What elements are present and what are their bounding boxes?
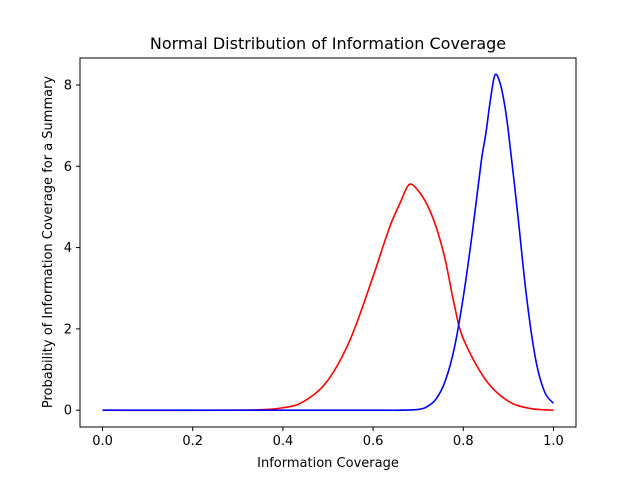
series-line-1 [102, 73, 555, 412]
y-axis-label: Probability of Information Coverage for … [41, 76, 56, 409]
x-tick-label: 0.4 [273, 434, 294, 449]
x-tick-label: 0.8 [453, 434, 474, 449]
x-axis-ticks: 0.0 0.2 0.4 0.6 0.8 1.0 [92, 427, 564, 449]
axes-frame [79, 57, 577, 428]
plot-area [79, 57, 577, 428]
y-axis-ticks: 0 2 4 6 8 [64, 78, 80, 419]
y-tick-label: 4 [64, 241, 72, 256]
x-tick-label: 0.2 [182, 434, 203, 449]
x-tick-label: 0.0 [92, 434, 113, 449]
series-line-0 [102, 183, 554, 412]
y-tick-label: 8 [64, 78, 72, 93]
x-tick-label: 1.0 [543, 434, 564, 449]
y-tick-label: 0 [64, 404, 72, 419]
x-tick-label: 0.6 [363, 434, 384, 449]
x-axis-label: Information Coverage [257, 456, 399, 471]
chart-title: Normal Distribution of Information Cover… [150, 34, 506, 53]
series-layer [102, 73, 555, 412]
y-tick-label: 2 [64, 322, 72, 337]
y-tick-label: 6 [64, 160, 72, 175]
